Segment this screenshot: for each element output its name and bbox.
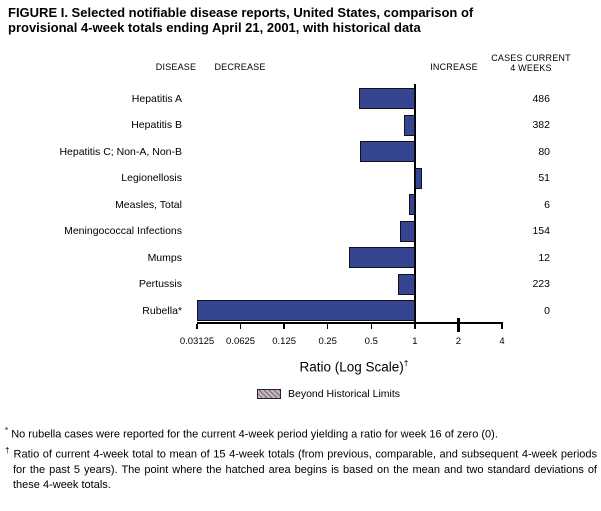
- x-axis-tick-label: 0.25: [318, 336, 337, 347]
- ratio-bar: [197, 300, 415, 321]
- ratio-bar: [398, 273, 415, 295]
- x-axis-tick-label: 0.0625: [226, 336, 256, 347]
- x-axis-tick: [196, 323, 198, 329]
- footnote-rubella: * No rubella cases were reported for the…: [5, 423, 597, 443]
- ratio-bar: [408, 194, 415, 215]
- column-header-disease: DISEASE: [155, 62, 197, 72]
- x-axis-title-dagger: †: [403, 358, 409, 368]
- x-axis-tick: [456, 318, 460, 332]
- disease-label: Hepatitis A: [131, 92, 182, 105]
- disease-label: Hepatitis C; Non-A, Non-B: [59, 145, 182, 158]
- cases-value: 154: [532, 225, 550, 237]
- x-axis-line: [197, 322, 503, 324]
- disease-label: Legionellosis: [121, 172, 182, 184]
- cases-value: 12: [538, 251, 550, 264]
- footnote-ratio-marker: †: [5, 445, 10, 455]
- x-axis-tick: [370, 323, 373, 329]
- x-axis-tick: [239, 323, 242, 329]
- column-header-cases-line2: 4 WEEKS: [510, 63, 552, 73]
- cases-value: 0: [544, 304, 550, 317]
- baseline-ratio-1-line: [413, 84, 416, 322]
- x-axis-tick: [283, 323, 285, 329]
- footnote-rubella-text: No rubella cases were reported for the c…: [11, 428, 498, 441]
- column-header-cases-line1: CASES CURRENT: [491, 53, 571, 63]
- footnote-ratio: † Ratio of current 4-week total to mean …: [5, 443, 597, 494]
- cases-value: 382: [532, 119, 550, 131]
- x-axis-tick: [501, 323, 503, 329]
- disease-label: Hepatitis B: [131, 119, 182, 131]
- column-header-increase: INCREASE: [430, 62, 478, 72]
- figure-title-line2: provisional 4-week totals ending April 2…: [8, 20, 421, 35]
- x-axis-title: Ratio (Log Scale)†: [299, 358, 408, 375]
- legend-label: Beyond Historical Limits: [288, 388, 401, 400]
- x-axis-tick-label: 4: [499, 336, 505, 347]
- footnotes: * No rubella cases were reported for the…: [5, 423, 597, 494]
- disease-label: Meningococcal Infections: [64, 225, 182, 237]
- x-axis-tick-label: 0.5: [364, 336, 378, 347]
- column-header-decrease: DECREASE: [214, 62, 266, 72]
- ratio-bar: [403, 114, 415, 136]
- ratio-bar: [414, 167, 422, 189]
- figure-title-line1: FIGURE I. Selected notifiable disease re…: [8, 5, 474, 20]
- hatched-swatch-icon: [257, 389, 281, 399]
- cases-value: 51: [538, 172, 550, 184]
- footnote-ratio-text: Ratio of current 4-week total to mean of…: [13, 448, 598, 492]
- x-axis-tick: [414, 323, 416, 329]
- x-axis-tick-label: 0.03125: [179, 336, 215, 347]
- x-axis-tick-label: 0.125: [272, 336, 297, 347]
- x-axis-tick: [326, 323, 329, 329]
- ratio-bar: [348, 247, 415, 268]
- footnote-rubella-marker: *: [5, 426, 9, 435]
- ratio-bar: [360, 141, 415, 162]
- x-axis-title-text: Ratio (Log Scale): [299, 359, 404, 375]
- disease-label: Pertussis: [138, 278, 182, 290]
- disease-label: Measles, Total: [115, 198, 182, 211]
- ratio-bar: [400, 220, 415, 242]
- ratio-bar: [358, 88, 415, 109]
- x-axis-tick-label: 1: [412, 336, 418, 347]
- disease-label: Mumps: [147, 251, 182, 264]
- disease-label: Rubella*: [142, 304, 182, 317]
- cases-value: 80: [538, 145, 550, 158]
- cases-value: 6: [544, 198, 550, 211]
- figure-title: FIGURE I. Selected notifiable disease re…: [8, 5, 594, 35]
- x-axis-tick-label: 2: [455, 336, 462, 347]
- cases-value: 486: [532, 92, 550, 105]
- cases-value: 223: [532, 278, 550, 290]
- column-header-cases-current: CASES CURRENT 4 WEEKS: [491, 53, 571, 73]
